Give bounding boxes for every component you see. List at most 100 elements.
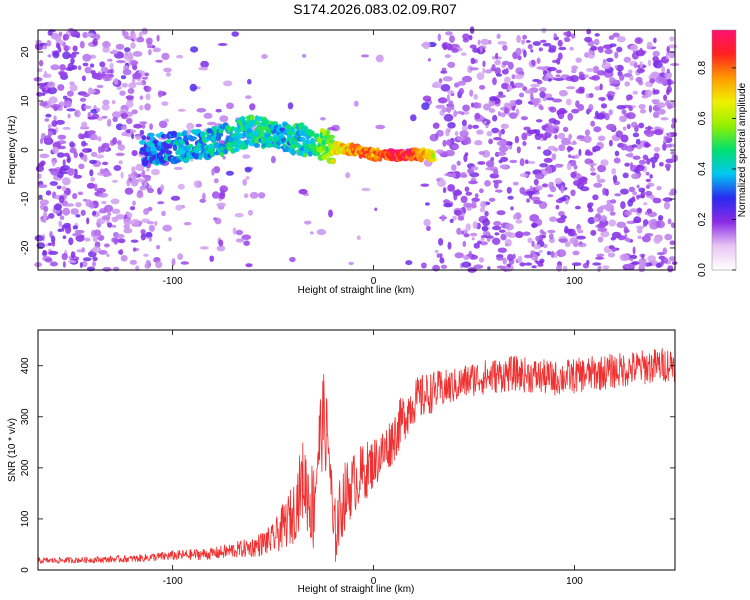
snr-x-tick-label: 100 [566,576,583,587]
spectrogram-cell [571,159,577,166]
spectrogram-cell [554,134,558,140]
spectrogram-cell [156,34,160,42]
spectrogram-cell [514,74,524,80]
spectrogram-cell [111,237,119,243]
colorbar-tick-label: 0.6 [697,111,708,125]
spectrogram-cell [218,239,224,247]
spectrogram-cell [598,97,606,101]
spectrogram-cell [86,266,95,272]
spectrogram-cell [661,257,669,264]
spectrogram-cell [496,94,506,98]
spectrogram-cell [669,36,675,42]
spectrogram-ridge-cell [236,133,245,139]
spectrogram-cell [495,73,503,77]
spectrogram-cell [81,103,87,112]
spectrogram-cell [651,162,656,169]
spectrogram-cell [501,82,510,90]
spectrogram-cell [126,117,133,125]
spectrogram-cell [477,161,486,165]
spectrogram-cell [629,208,639,213]
spectrogram-cell [216,202,227,207]
spectrogram-cell [658,215,664,221]
spectrogram-cell [537,146,541,150]
spectrogram-cell [557,132,566,140]
spectrogram-cell [438,78,443,84]
spectrogram-cell [474,112,481,120]
spectrogram-cell [248,209,253,216]
spectrogram-cell [515,47,522,56]
spectrogram-y-tick-label: 0 [20,147,31,153]
spectrogram-cell [615,130,623,138]
spectrogram-cell [538,87,547,92]
spectrogram-cell [126,179,131,187]
spectrogram-cell [452,172,457,178]
spectrogram-ridge-cell [267,135,274,141]
spectrogram-cell [460,195,468,204]
spectrogram-cell [666,103,673,110]
spectrogram-cell [558,197,567,202]
spectrogram-cell [493,221,502,226]
spectrogram-cell [111,216,119,223]
spectrogram-cell [488,138,493,145]
spectrogram-cell [43,205,49,213]
spectrogram-cell [668,256,676,262]
spectrogram-cell [596,70,606,76]
spectrogram-cell [593,126,602,133]
spectrogram-cell [535,235,541,242]
spectrogram-cell [512,181,519,186]
spectrogram-cell [177,183,185,190]
spectrogram-cell [77,65,82,71]
spectrogram-cell [215,108,222,113]
spectrogram-cell [497,41,508,45]
spectrogram-cell [96,187,106,193]
spectrogram-cell [421,102,430,111]
spectrogram-ridge-cell [321,155,328,160]
spectrogram-cell [216,245,226,252]
spectrogram-cell [584,151,594,156]
spectrogram-cell [648,105,653,113]
spectrogram-cell [121,82,128,88]
spectrogram-cell [498,91,504,95]
spectrogram-cell [177,108,186,112]
spectrogram-cell [114,233,125,239]
spectrogram-cell [154,221,158,226]
spectrogram-cell [443,113,454,122]
spectrogram-cell [638,258,647,263]
spectrogram-cell [180,261,189,265]
spectrogram-cell [511,106,515,111]
spectrogram-cell [219,115,229,123]
spectrogram-cell [447,122,456,129]
spectrogram-cell [616,36,626,43]
spectrogram-cell [562,126,569,133]
spectrogram-cell [261,54,268,59]
spectrogram-cell [496,256,504,261]
spectrogram-cell [489,96,498,102]
spectrogram-cell [144,85,152,93]
spectrogram-cell [374,207,378,212]
spectrogram-cell [642,223,647,227]
spectrogram-cell [141,27,148,35]
spectrogram-cell [508,61,514,70]
spectrogram-cell [571,65,578,70]
snr-x-tick-label: 0 [371,576,377,587]
spectrogram-cell [140,229,146,235]
spectrogram-cell [92,33,101,40]
spectrogram-cell [530,83,541,88]
spectrogram-cell [51,120,58,127]
snr-ticks: -100 0 100 0 100 200 300 400 [20,330,675,587]
spectrogram-cell [496,33,501,39]
spectrogram-ridge-cell [307,130,315,137]
spectrogram-cell [468,180,478,185]
spectrogram-cell [550,186,557,193]
spectrogram-cell [644,126,654,130]
spectrogram-cell [193,180,202,189]
spectrogram-cell [158,120,168,129]
spectrogram-cell [117,144,126,151]
spectrogram-cell [500,128,505,135]
spectrogram-cell [600,103,608,109]
spectrogram-cell [77,191,84,196]
spectrogram-cell [421,262,427,269]
spectrogram-cell [40,160,46,166]
spectrogram-cell [106,253,110,257]
spectrogram-cell [434,249,439,253]
